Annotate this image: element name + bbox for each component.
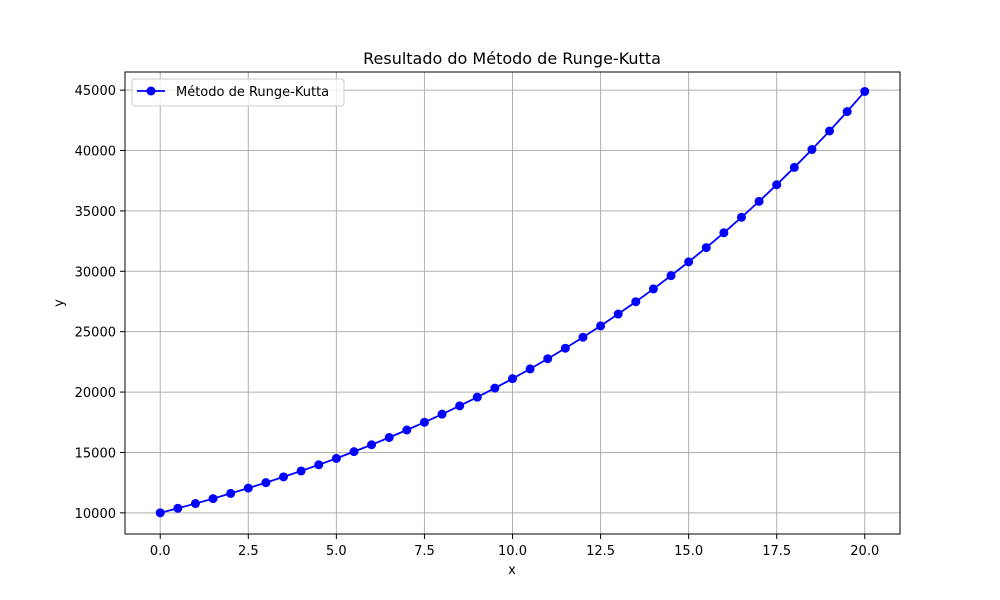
data-point [666, 271, 676, 281]
y-tick-label: 30000 [75, 265, 116, 280]
data-point [331, 453, 341, 463]
x-axis-label: x [508, 563, 516, 578]
data-point [613, 309, 623, 319]
data-point [772, 180, 782, 190]
data-point [261, 478, 271, 488]
y-tick-label: 10000 [75, 507, 116, 522]
x-tick-label: 7.5 [414, 544, 435, 559]
x-tick-label: 15.0 [674, 544, 703, 559]
data-point [596, 321, 606, 331]
data-point [208, 494, 218, 504]
data-point [243, 483, 253, 493]
x-tick-label: 10.0 [498, 544, 527, 559]
y-tick-label: 45000 [75, 84, 116, 99]
data-point [648, 284, 658, 294]
data-point [384, 432, 394, 442]
data-point [807, 145, 817, 155]
legend-box [131, 78, 345, 107]
y-tick-label: 25000 [75, 326, 116, 341]
chart-title: Resultado do Método de Runge-Kutta [363, 49, 661, 68]
data-point [701, 243, 711, 253]
x-tick-label: 12.5 [586, 544, 615, 559]
data-point [296, 466, 306, 476]
x-tick-label: 0.0 [150, 544, 171, 559]
data-series [155, 86, 870, 518]
data-point [736, 212, 746, 222]
y-tick-label: 35000 [75, 205, 116, 220]
data-point [437, 409, 447, 419]
data-point [226, 488, 236, 498]
data-point [155, 508, 165, 518]
legend-label: Método de Runge-Kutta [176, 85, 329, 100]
data-point [490, 383, 500, 393]
data-point [190, 499, 200, 509]
legend-marker-sample [146, 86, 156, 96]
data-point [472, 392, 482, 402]
data-point [560, 343, 570, 353]
data-point [173, 503, 183, 513]
data-point [825, 126, 835, 136]
data-point [279, 472, 289, 482]
grid [125, 72, 900, 534]
data-point [578, 332, 588, 342]
x-tick-label: 17.5 [762, 544, 791, 559]
y-tick-label: 40000 [75, 145, 116, 160]
data-point [455, 401, 465, 411]
data-point [314, 460, 324, 470]
legend: Método de Runge-Kutta [131, 78, 345, 107]
x-tick-label: 20.0 [850, 544, 879, 559]
data-point [684, 257, 694, 267]
data-point [525, 364, 535, 374]
data-point [631, 297, 641, 307]
x-tick-label: 2.5 [238, 544, 259, 559]
y-tick-label: 20000 [75, 386, 116, 401]
data-point [508, 374, 517, 384]
data-point [367, 440, 377, 450]
x-tick-label: 5.0 [326, 544, 347, 559]
data-point [543, 354, 553, 364]
y-tick-label: 15000 [75, 446, 116, 461]
data-point [789, 162, 799, 172]
data-point [754, 196, 764, 206]
data-point [860, 86, 870, 96]
data-point [719, 228, 729, 238]
data-point [349, 447, 359, 457]
data-point [842, 107, 852, 117]
data-point [419, 417, 429, 427]
axis-ticks: 0.0 2.5 5.0 7.5 10.0 12.5 15.0 17.5 20.0 10000 150… [75, 84, 880, 559]
y-axis-label: y [52, 299, 67, 307]
data-point [402, 425, 412, 435]
